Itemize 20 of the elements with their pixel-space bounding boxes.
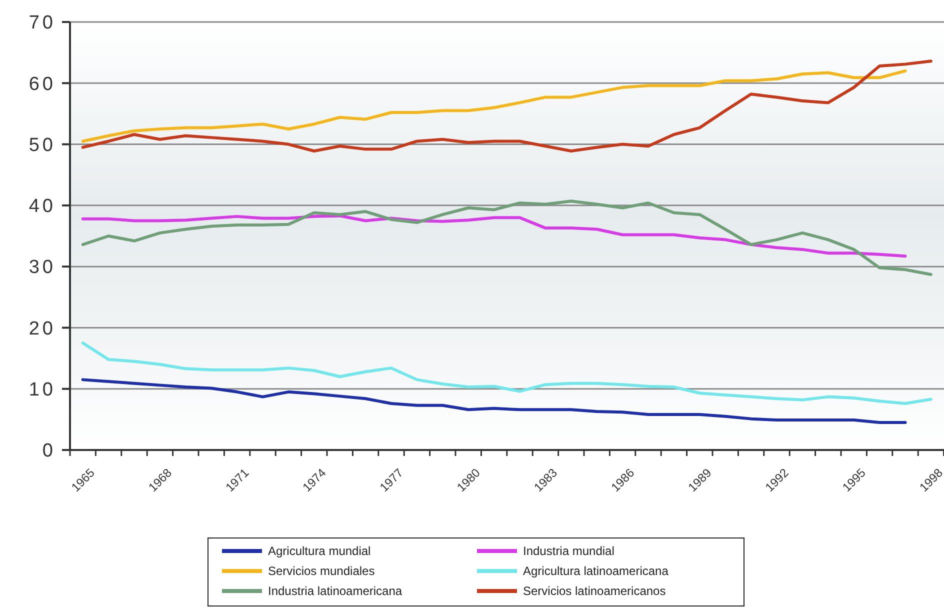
legend-label: Agricultura latinoamericana — [523, 564, 669, 578]
y-tick-label: 30 — [28, 257, 56, 278]
legend-label: Industria mundial — [523, 544, 614, 558]
y-tick-label: 10 — [28, 380, 56, 401]
line-series — [81, 342, 932, 406]
y-tick-label: 50 — [28, 134, 56, 156]
y-tick-label: 40 — [28, 196, 56, 218]
line-series — [81, 378, 907, 424]
y-tick-label: 20 — [28, 318, 56, 340]
legend-label: Servicios latinoamericanos — [523, 584, 666, 598]
line-series — [81, 69, 907, 143]
line-series — [81, 200, 932, 276]
y-tick-label: 60 — [28, 74, 56, 95]
y-tick-label: 70 — [28, 12, 56, 34]
line-series — [81, 214, 907, 258]
y-tick-label: 0 — [42, 440, 56, 462]
line-series — [81, 60, 932, 153]
legend-label: Servicios mundiales — [268, 564, 375, 578]
legend-label: Industria latinoamericana — [268, 584, 402, 598]
legend-label: Agricultura mundial — [268, 544, 371, 558]
